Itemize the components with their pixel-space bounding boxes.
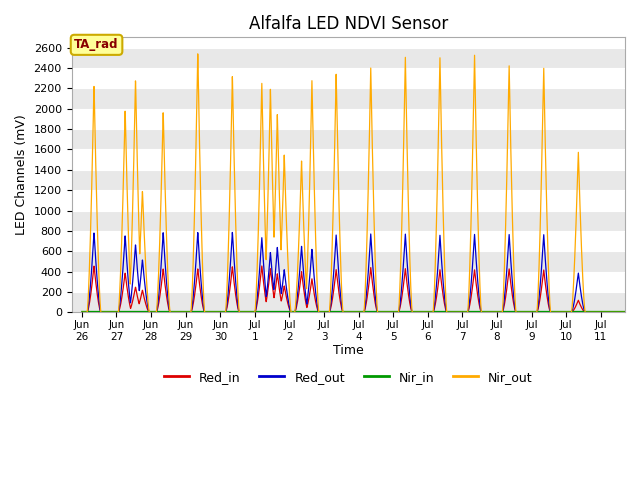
Title: Alfalfa LED NDVI Sensor: Alfalfa LED NDVI Sensor <box>248 15 448 33</box>
Bar <box>72 251 625 272</box>
Bar <box>72 292 625 312</box>
Legend: Red_in, Red_out, Nir_in, Nir_out: Red_in, Red_out, Nir_in, Nir_out <box>159 366 538 389</box>
Bar <box>72 170 625 190</box>
Bar <box>72 88 625 108</box>
Bar <box>72 48 625 68</box>
Bar <box>72 211 625 231</box>
Bar <box>72 129 625 149</box>
Y-axis label: LED Channels (mV): LED Channels (mV) <box>15 114 28 235</box>
X-axis label: Time: Time <box>333 344 364 358</box>
Text: TA_rad: TA_rad <box>74 38 119 51</box>
